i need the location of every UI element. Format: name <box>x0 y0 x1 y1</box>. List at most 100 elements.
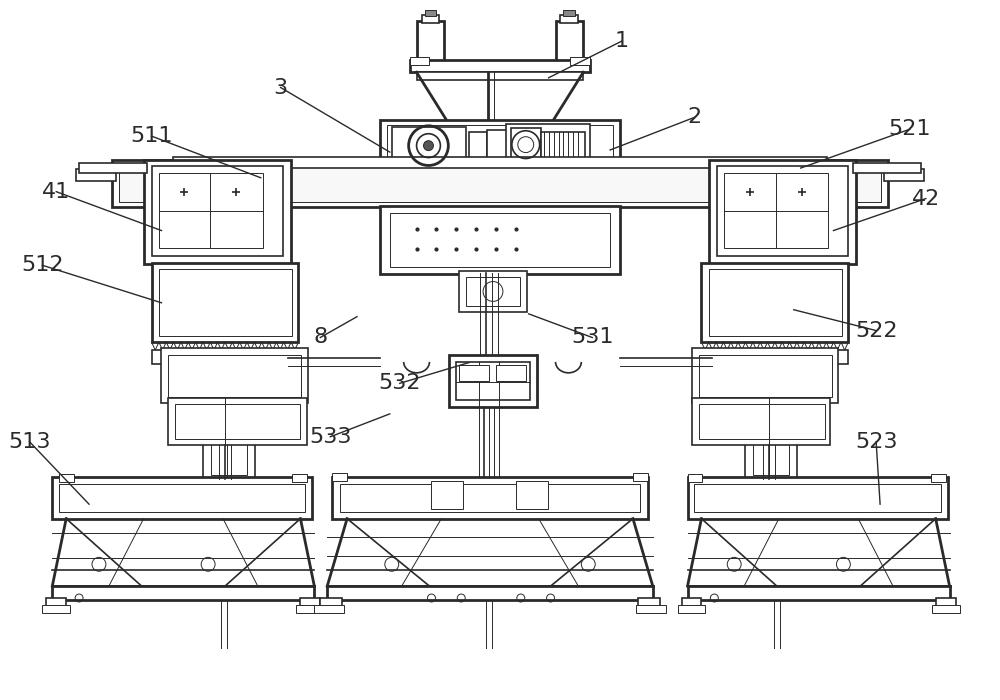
Bar <box>936 598 956 608</box>
Bar <box>425 10 436 15</box>
Bar <box>332 473 347 481</box>
Bar <box>119 164 881 202</box>
Bar <box>688 474 702 482</box>
Text: 522: 522 <box>855 321 897 341</box>
Bar <box>466 276 520 307</box>
Bar <box>516 481 548 509</box>
Bar <box>203 362 255 481</box>
Circle shape <box>424 141 433 150</box>
Bar <box>496 365 526 381</box>
Bar <box>161 348 308 402</box>
Bar <box>699 355 832 397</box>
Bar <box>410 60 590 72</box>
Bar <box>699 404 825 440</box>
Bar <box>745 362 797 481</box>
Text: 41: 41 <box>42 182 70 202</box>
Text: 523: 523 <box>855 432 897 452</box>
Bar <box>932 605 960 613</box>
Bar <box>168 355 301 397</box>
Bar <box>506 124 590 165</box>
Bar <box>332 477 648 519</box>
Text: 8: 8 <box>313 328 327 347</box>
Bar <box>638 598 660 608</box>
Text: 513: 513 <box>8 432 51 452</box>
Bar <box>636 605 666 613</box>
Bar <box>59 484 305 512</box>
Bar <box>340 484 640 512</box>
Bar <box>46 598 66 608</box>
Bar <box>724 174 828 248</box>
Text: 521: 521 <box>889 119 931 139</box>
Bar <box>211 368 247 475</box>
Bar <box>52 586 314 600</box>
Bar <box>314 605 344 613</box>
Bar <box>709 269 842 336</box>
Bar <box>320 598 342 608</box>
Bar <box>560 15 578 22</box>
Bar <box>692 398 830 445</box>
Bar <box>296 605 324 613</box>
Bar <box>459 365 489 381</box>
Bar <box>688 586 950 600</box>
Text: 2: 2 <box>687 107 702 127</box>
Bar <box>633 473 648 481</box>
Bar <box>292 474 307 482</box>
Bar <box>694 484 941 512</box>
Bar <box>144 160 291 264</box>
Bar <box>390 213 610 267</box>
Bar <box>152 167 283 256</box>
Bar <box>422 15 439 22</box>
Bar <box>52 477 312 519</box>
Bar <box>79 164 147 174</box>
Bar <box>42 605 70 613</box>
Bar <box>701 350 848 364</box>
Bar <box>701 262 848 342</box>
Bar <box>159 174 263 248</box>
Bar <box>380 206 620 274</box>
Text: 533: 533 <box>309 427 351 447</box>
Bar <box>563 10 575 15</box>
Bar <box>152 350 298 364</box>
Bar <box>931 474 946 482</box>
Bar <box>152 262 298 342</box>
Bar <box>853 164 921 174</box>
Text: 1: 1 <box>615 31 629 51</box>
Bar <box>410 57 429 65</box>
Text: 531: 531 <box>571 328 614 347</box>
Bar <box>487 130 507 162</box>
Bar <box>459 271 527 312</box>
Bar <box>327 586 653 600</box>
Bar <box>431 481 463 509</box>
Bar <box>173 157 827 169</box>
Text: 511: 511 <box>130 126 173 146</box>
Text: 42: 42 <box>912 188 940 209</box>
Bar <box>884 169 924 181</box>
Bar <box>159 269 292 336</box>
Bar <box>168 398 307 445</box>
Bar <box>392 127 466 164</box>
Text: 512: 512 <box>21 256 64 275</box>
Bar <box>692 348 838 402</box>
Bar <box>678 605 705 613</box>
Text: 532: 532 <box>378 373 421 393</box>
Bar <box>469 132 487 160</box>
Bar <box>682 598 701 608</box>
Bar <box>175 404 300 440</box>
Bar <box>511 128 541 162</box>
Bar <box>449 355 537 407</box>
Bar <box>387 125 613 160</box>
Bar <box>688 477 948 519</box>
Bar <box>417 72 583 80</box>
Text: 3: 3 <box>274 78 288 97</box>
Bar <box>541 132 585 158</box>
Bar <box>380 120 620 164</box>
Bar <box>570 57 590 65</box>
Bar <box>300 598 320 608</box>
Bar <box>753 368 789 475</box>
Bar <box>417 20 444 62</box>
Bar <box>717 167 848 256</box>
Bar <box>709 160 856 264</box>
Bar <box>456 362 530 400</box>
Bar <box>76 169 116 181</box>
Bar <box>112 160 888 207</box>
